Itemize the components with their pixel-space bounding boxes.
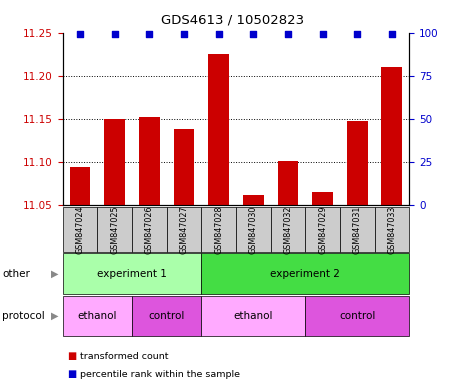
Text: GSM847024: GSM847024	[76, 205, 85, 254]
Bar	[312, 192, 333, 205]
Text: control: control	[339, 311, 375, 321]
Bar	[139, 118, 160, 205]
Point	[76, 31, 84, 37]
Text: experiment 1: experiment 1	[97, 268, 167, 279]
Text: experiment 2: experiment 2	[270, 268, 340, 279]
Text: protocol: protocol	[2, 311, 45, 321]
Point	[250, 31, 257, 37]
Text: GDS4613 / 10502823: GDS4613 / 10502823	[161, 13, 304, 26]
Point	[146, 31, 153, 37]
Text: ethanol: ethanol	[233, 311, 273, 321]
Text: GSM847032: GSM847032	[284, 205, 292, 254]
Bar	[70, 167, 91, 205]
Point	[284, 31, 292, 37]
Bar	[208, 54, 229, 205]
Bar	[381, 67, 402, 205]
Text: transformed count: transformed count	[80, 352, 169, 361]
Text: GSM847025: GSM847025	[110, 205, 119, 254]
Bar	[278, 161, 299, 205]
Text: ■: ■	[67, 351, 77, 361]
Text: GSM847027: GSM847027	[179, 205, 188, 254]
Text: control: control	[148, 311, 185, 321]
Text: GSM847029: GSM847029	[318, 205, 327, 254]
Text: GSM847030: GSM847030	[249, 205, 258, 253]
Text: GSM847031: GSM847031	[353, 205, 362, 253]
Text: percentile rank within the sample: percentile rank within the sample	[80, 370, 240, 379]
Text: GSM847028: GSM847028	[214, 205, 223, 254]
Point	[215, 31, 222, 37]
Point	[319, 31, 326, 37]
Point	[180, 31, 188, 37]
Text: GSM847033: GSM847033	[387, 205, 396, 253]
Text: ethanol: ethanol	[78, 311, 117, 321]
Bar	[347, 121, 368, 205]
Text: other: other	[2, 268, 30, 279]
Text: ▶: ▶	[51, 268, 58, 279]
Point	[388, 31, 396, 37]
Bar	[173, 129, 194, 205]
Text: GSM847026: GSM847026	[145, 205, 154, 254]
Point	[353, 31, 361, 37]
Bar	[243, 195, 264, 205]
Bar	[104, 119, 125, 205]
Point	[111, 31, 119, 37]
Text: ▶: ▶	[51, 311, 58, 321]
Text: ■: ■	[67, 369, 77, 379]
